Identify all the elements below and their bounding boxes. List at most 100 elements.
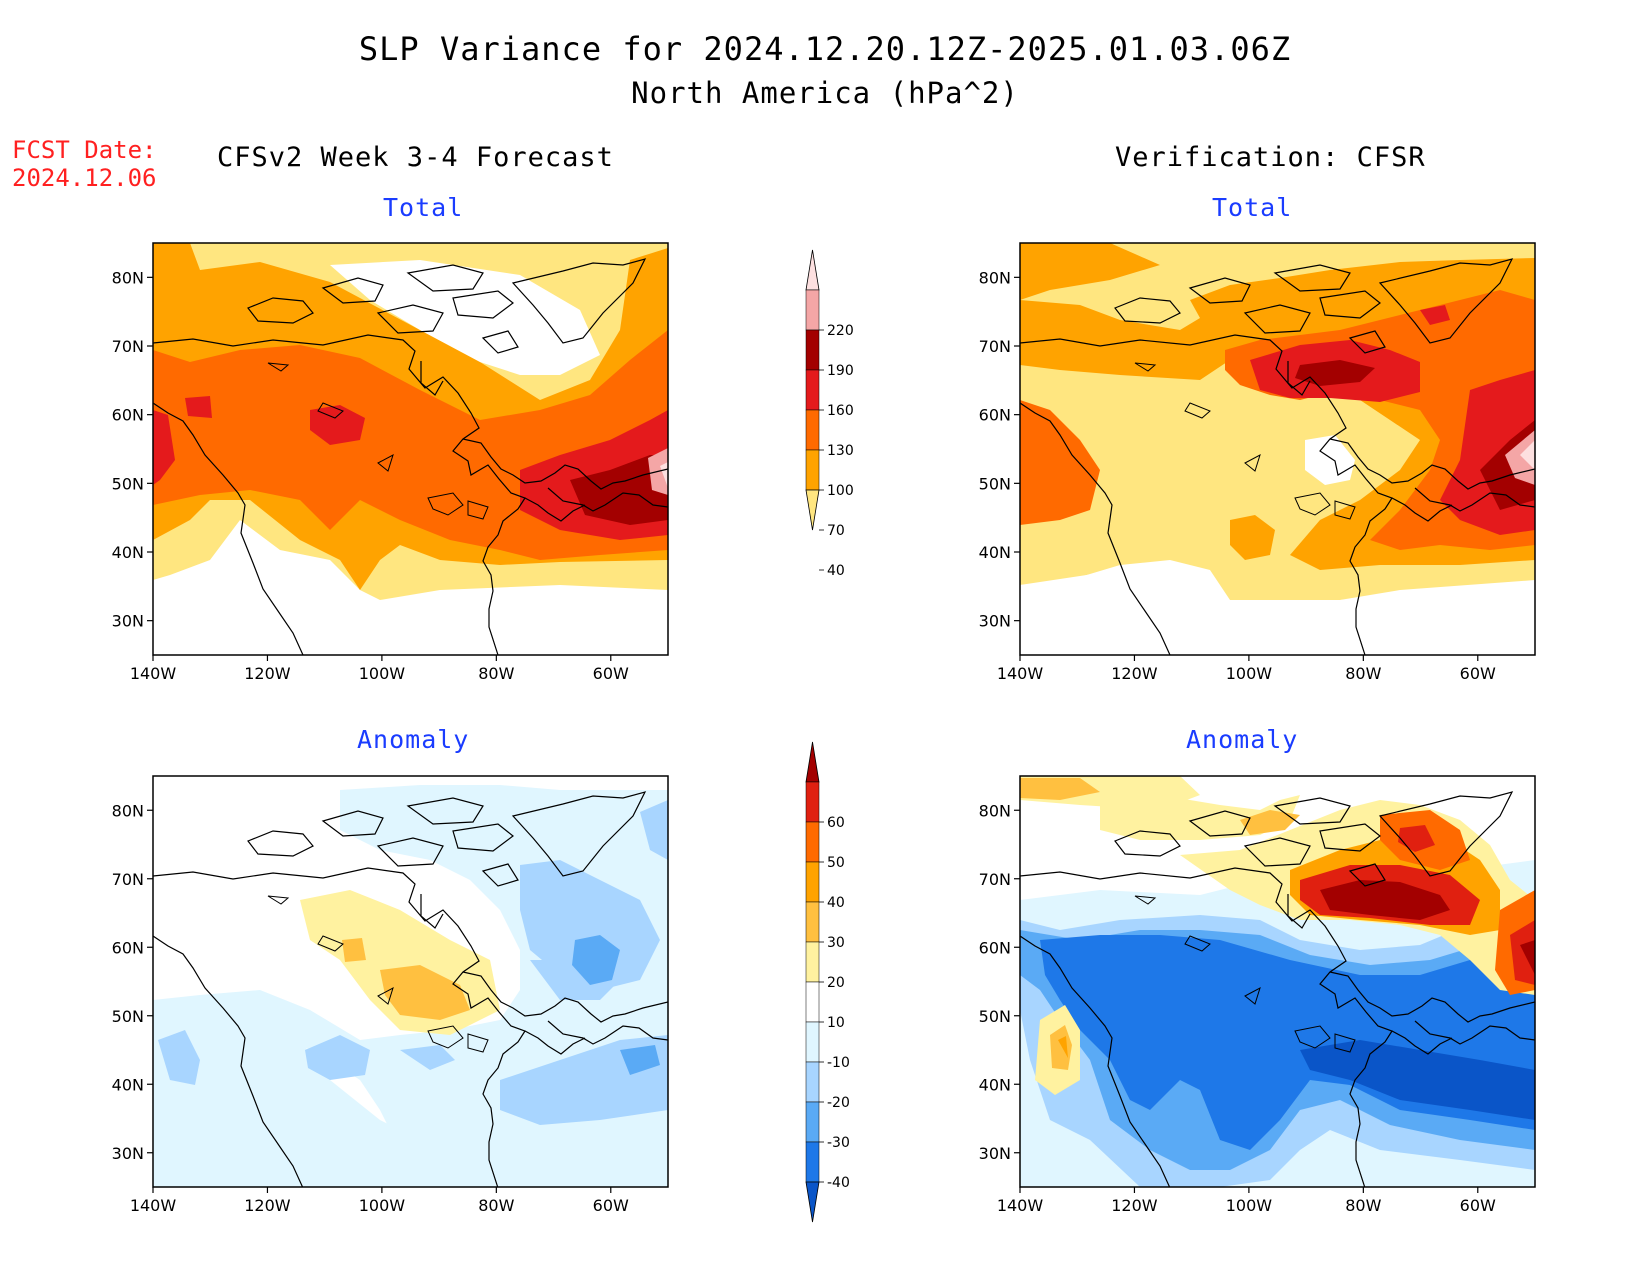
verification-anomaly-lat-label: 60N [979,938,1011,957]
forecast-anomaly-lon-label: 140W [130,1196,177,1215]
anomaly-colorbar-label: -20 [827,1095,850,1111]
verification-total-lon-label: 80W [1345,664,1381,683]
total-colorbar-top-arrow [805,249,820,291]
verification-anomaly-lon-label: 80W [1345,1196,1381,1215]
anomaly-colorbar-segment [805,861,820,903]
verification-total-lat-label: 50N [979,474,1011,493]
verification-anomaly-lon-label: 120W [1111,1196,1158,1215]
anomaly-colorbar-segment [805,901,820,943]
forecast-anomaly-lat-label: 60N [112,938,144,957]
total-colorbar-label: 100 [827,483,854,499]
verification-anomaly-lat-label: 30N [979,1144,1011,1163]
forecast-total-lon-label: 80W [478,664,514,683]
verification-total-lon-label: 120W [1111,664,1158,683]
forecast-anomaly-lat-label: 40N [112,1075,144,1094]
map-axes: 80N 70N 60N 50N 40N 30N 140W 120W 100W 80W 60W 80N 7… [112,268,1496,1215]
forecast-total-lon-label: 120W [244,664,291,683]
total-colorbar-label: 220 [827,323,854,339]
verification-anomaly-frame [1019,775,1536,1188]
total-colorbar-label: 190 [827,363,854,379]
verification-total-label: Total [1212,193,1293,222]
fcst-date-value: 2024.12.06 [12,164,157,192]
forecast-total-lat-label: 70N [112,337,144,356]
left-column-heading: CFSv2 Week 3-4 Forecast [217,142,614,173]
anomaly-colorbar-label: -30 [827,1135,850,1151]
forecast-anomaly-lat-label: 70N [112,870,144,889]
verification-anomaly-lon-label: 60W [1460,1196,1496,1215]
anomaly-colorbar-label: 20 [827,975,845,991]
forecast-anomaly-lon-label: 100W [359,1196,406,1215]
anomaly-colorbar-segment [805,1101,820,1143]
anomaly-colorbar-segment [805,981,820,1023]
forecast-total-label: Total [383,193,464,222]
anomaly-colorbar-label: 50 [827,855,845,871]
forecast-total-frame [152,242,669,656]
anomaly-colorbar-label: -40 [827,1175,850,1191]
total-colorbar-segment [805,449,820,491]
forecast-anomaly-lat-label: 50N [112,1007,144,1026]
forecast-anomaly-lat-label: 80N [112,801,144,820]
forecast-total-lat-label: 40N [112,543,144,562]
verification-anomaly-lat-label: 80N [979,801,1011,820]
total-colorbar-label: 70 [827,523,845,539]
anomaly-colorbar-label: 30 [827,935,845,951]
verification-anomaly-lon-label: 140W [997,1196,1044,1215]
forecast-anomaly-lat-label: 30N [112,1144,144,1163]
anomaly-colorbar-bottom-arrow [805,1181,820,1223]
forecast-total-lat-label: 50N [112,474,144,493]
forecast-total-lon-label: 140W [130,664,177,683]
figure-subtitle: North America (hPa^2) [631,76,1019,110]
total-colorbar-bottom-arrow [805,489,820,531]
forecast-anomaly-lon-label: 80W [478,1196,514,1215]
total-colorbar-label: 160 [827,403,854,419]
verification-total-lon-label: 100W [1226,664,1273,683]
anomaly-colorbar-label: 40 [827,895,845,911]
verification-anomaly-label: Anomaly [1186,725,1299,754]
verification-anomaly-lat-label: 70N [979,870,1011,889]
forecast-anomaly-lon-label: 120W [244,1196,291,1215]
verification-total-frame [1019,242,1536,656]
forecast-total-lon-label: 100W [359,664,406,683]
anomaly-colorbar-top-arrow [805,741,820,783]
anomaly-colorbar-label: 10 [827,1015,845,1031]
anomaly-colorbar-segment [805,1141,820,1183]
forecast-anomaly-label: Anomaly [357,725,470,754]
anomaly-colorbar-segment [805,781,820,823]
right-column-heading: Verification: CFSR [1115,142,1426,173]
verification-total-lat-label: 30N [979,612,1011,631]
forecast-anomaly-map [153,776,668,1187]
anomaly-colorbar-segment [805,941,820,983]
verification-anomaly-lat-label: 40N [979,1075,1011,1094]
verification-anomaly-lon-label: 100W [1226,1196,1273,1215]
verification-total-map [1020,243,1535,655]
anomaly-colorbar-segment [805,821,820,863]
anomaly-colorbar-label: 60 [827,815,845,831]
anomaly-colorbar-segment [805,1021,820,1063]
anomaly-colorbar-label: -10 [827,1055,850,1071]
total-colorbar-label: 130 [827,443,854,459]
total-colorbar-segment [805,329,820,371]
forecast-total-lon-label: 60W [593,664,629,683]
total-colorbar-segment [805,409,820,451]
total-colorbar-segment [805,289,820,331]
forecast-total-lat-label: 30N [112,612,144,631]
verification-total-lat-label: 70N [979,337,1011,356]
fcst-date-label: FCST Date: [12,136,157,164]
verification-total-lon-label: 140W [997,664,1044,683]
verification-total-lon-label: 60W [1460,664,1496,683]
forecast-total-map [153,243,668,655]
forecast-date-block: FCST Date: 2024.12.06 [12,136,157,192]
figure-title: SLP Variance for 2024.12.20.12Z-2025.01.… [358,30,1292,68]
verification-anomaly-lat-label: 50N [979,1007,1011,1026]
verification-total-lat-label: 80N [979,268,1011,287]
total-colorbar-segment [805,369,820,411]
forecast-total-lat-label: 60N [112,406,144,425]
forecast-anomaly-lon-label: 60W [593,1196,629,1215]
forecast-anomaly-frame [152,775,669,1188]
total-colorbar-label: 40 [827,563,845,579]
verification-anomaly-map [1020,776,1535,1187]
verification-total-lat-label: 40N [979,543,1011,562]
verification-total-lat-label: 60N [979,406,1011,425]
anomaly-colorbar-segment [805,1061,820,1103]
